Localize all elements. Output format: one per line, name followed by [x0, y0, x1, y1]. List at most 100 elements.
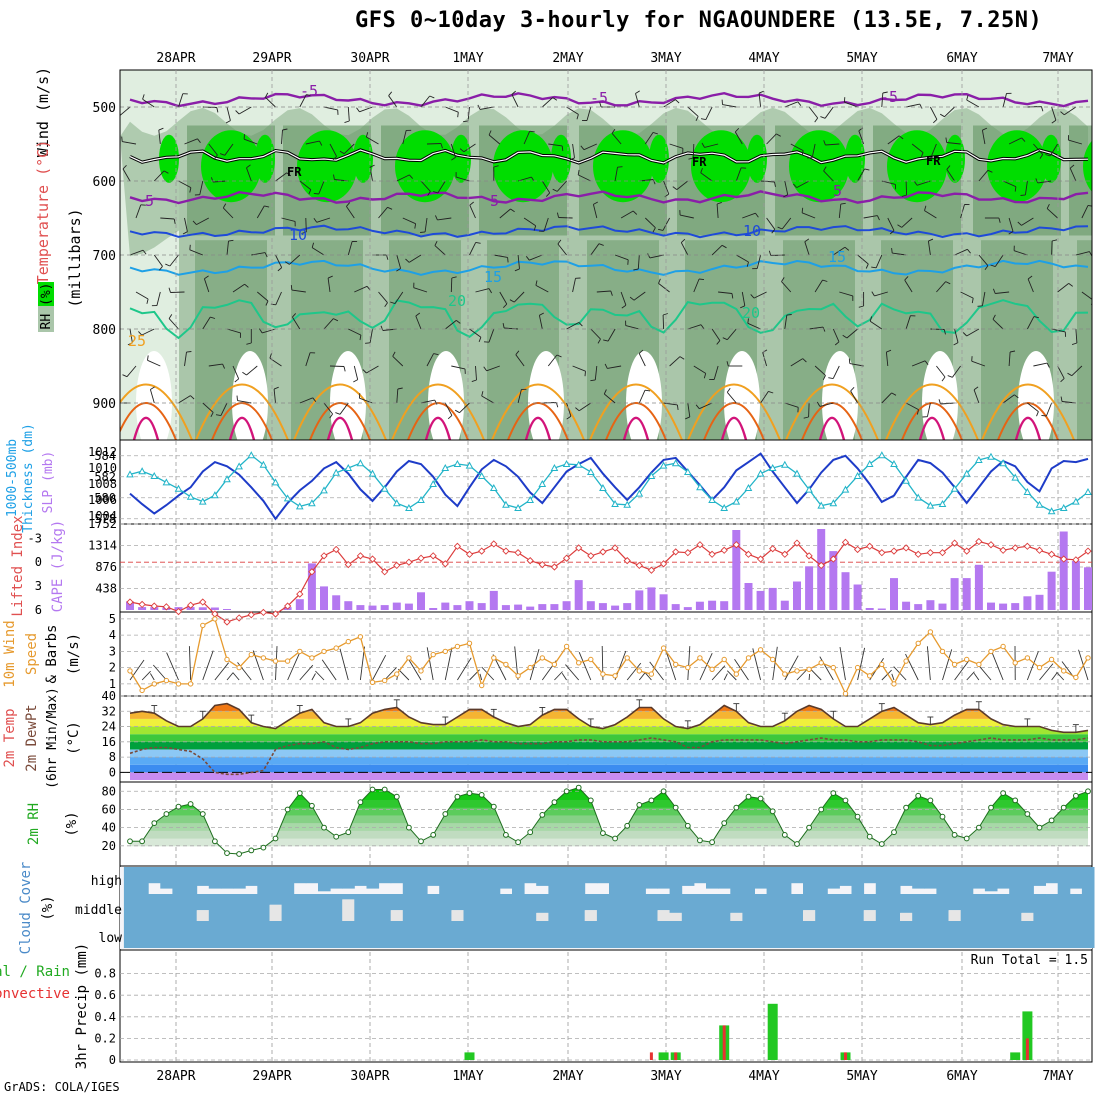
- wind-barb: [680, 214, 694, 219]
- li-point: [696, 541, 704, 549]
- wind10m-point: [1036, 664, 1043, 671]
- cloud-bar: [1033, 921, 1046, 948]
- wind-barb: [523, 131, 531, 145]
- wind-barb-flag: [721, 244, 727, 249]
- wind-barb: [811, 143, 816, 158]
- ylabel-temp2m-2: 2m DewPt: [24, 704, 40, 771]
- cloud-bar: [269, 921, 283, 948]
- precip-conv-bar: [674, 1052, 678, 1060]
- rh-color-band: [130, 822, 1088, 831]
- slp-point: [890, 459, 898, 467]
- wind-barb-flag: [746, 261, 749, 267]
- wind-barb: [246, 365, 258, 376]
- wind10m-barb: [891, 673, 895, 681]
- wind-barb: [437, 217, 452, 221]
- wind10m-barb: [214, 662, 229, 681]
- rh-cell-green-small: [159, 134, 179, 183]
- cloud-bar: [984, 894, 998, 921]
- date-label-bottom: 5MAY: [846, 1069, 877, 1084]
- wind-barb: [881, 180, 896, 185]
- wind-barb: [586, 106, 592, 121]
- wind-barb: [493, 254, 508, 258]
- wind-barb-flag: [333, 318, 339, 322]
- wind-barb-flag: [758, 90, 764, 94]
- cloud-gap: [863, 910, 877, 921]
- wind-barb-flag: [858, 305, 864, 308]
- rh-color-band: [130, 838, 1088, 847]
- cloud-gap: [269, 904, 283, 921]
- rh2m-point: [175, 803, 182, 810]
- cape-bar: [780, 600, 789, 610]
- isotherm-30: [703, 402, 765, 440]
- wind-barb: [238, 106, 252, 115]
- wind10m-point: [915, 640, 921, 646]
- slp-point: [186, 492, 195, 500]
- wind-barb: [704, 143, 719, 148]
- wind-barb-flag: [781, 277, 785, 282]
- wind-barb: [916, 180, 931, 186]
- wind10m-point: [345, 638, 351, 645]
- wind10m-barb: [166, 652, 179, 681]
- wind10m-barb: [809, 668, 822, 681]
- cape-bar: [465, 601, 474, 610]
- cloud-bar: [827, 894, 840, 921]
- ylabel-pressure: (millibars): [66, 208, 84, 307]
- wind-barb-flag: [1051, 119, 1057, 124]
- cape-bar: [1035, 594, 1044, 610]
- ylabel-wind: Wind (m/s): [34, 67, 52, 157]
- wind-barb: [1069, 168, 1077, 182]
- wind-barb: [649, 254, 664, 259]
- cloud-bar: [815, 921, 828, 948]
- cloud-bar: [827, 867, 840, 889]
- wind-barb: [402, 217, 416, 225]
- wind-barb-flag: [552, 188, 558, 192]
- wind-barb: [881, 392, 892, 404]
- rh2m-point: [1000, 790, 1006, 796]
- cloud-bar: [669, 894, 683, 913]
- li-point: [490, 540, 498, 548]
- isotherm-35: [424, 416, 452, 440]
- cloud-bar: [900, 867, 913, 886]
- wind10m-barb: [1026, 651, 1039, 681]
- wind-barb: [687, 106, 699, 117]
- wind10m-point: [212, 616, 218, 622]
- wind10m-point: [636, 668, 642, 674]
- wind-barb: [905, 402, 919, 410]
- rh2m-point: [321, 824, 327, 831]
- cloud-bar: [548, 921, 561, 948]
- cloud-bar: [851, 867, 865, 894]
- precip-total-bar: [1022, 1011, 1033, 1060]
- wind-barb: [1013, 250, 1028, 256]
- precip-tick: 0: [109, 1053, 116, 1067]
- cloud-bar: [330, 867, 343, 889]
- slp-point: [720, 503, 729, 511]
- wind-tick: 3: [109, 644, 116, 658]
- slp-point: [756, 469, 765, 477]
- wind10m-barb: [991, 651, 1004, 681]
- wind-barb: [558, 217, 573, 219]
- wind-barb: [378, 291, 388, 303]
- rh-cell-green: [887, 130, 947, 203]
- cloud-bar: [1033, 867, 1046, 886]
- rh-color-band: [130, 799, 1088, 808]
- date-label-top: 30APR: [350, 51, 389, 66]
- rh-cell-green: [395, 130, 455, 203]
- wind-barb: [1049, 143, 1058, 157]
- wind-barb: [578, 402, 592, 412]
- wind-barb-flag: [814, 117, 819, 123]
- rh-cell-green: [1083, 140, 1092, 192]
- wind-barb-flag: [264, 252, 268, 258]
- wind10m-point: [260, 655, 267, 661]
- wind-barb: [323, 318, 334, 330]
- wind-barb-flag: [210, 412, 214, 418]
- wind-barb: [850, 390, 858, 404]
- panel-frame-precip: [119, 949, 1093, 1063]
- wind-barb: [467, 106, 470, 121]
- wind-barb-flag: [932, 119, 938, 124]
- cape-bar: [938, 603, 947, 610]
- cloud-bar: [342, 867, 355, 889]
- wind-barb-flag: [722, 337, 728, 341]
- wind-barb-flag: [344, 120, 350, 124]
- wind-barb-flag: [471, 379, 477, 383]
